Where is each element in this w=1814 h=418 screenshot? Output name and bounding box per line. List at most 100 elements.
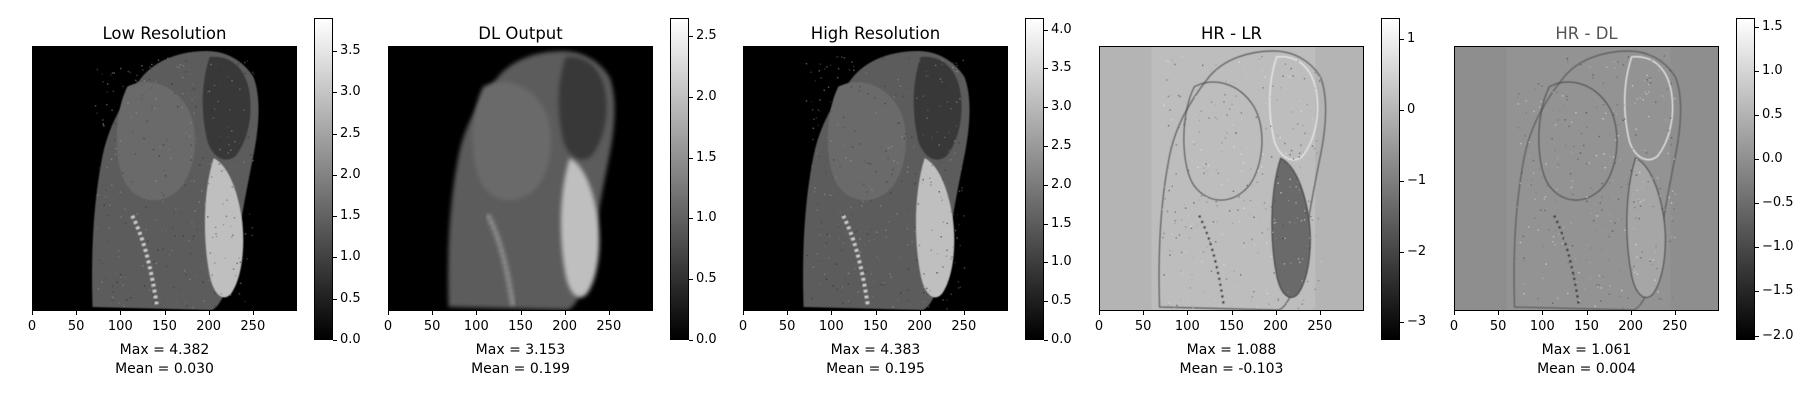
max-stat: Max = 4.383 — [830, 342, 921, 358]
colorbar-tick-mark — [1044, 184, 1048, 186]
x-tick-label: 200 — [1618, 319, 1644, 334]
colorbar-tick-label: 0 — [1407, 102, 1416, 117]
colorbar-tick-mark — [1044, 146, 1048, 148]
x-tick-label: 100 — [818, 319, 844, 334]
max-stat: Max = 1.088 — [1186, 342, 1277, 358]
x-tick-mark — [1586, 311, 1588, 315]
scan-anatomy — [1513, 50, 1682, 310]
subplot-4: HR - LR 0 50 100 150 200 250 −3 −2 −1 0 1 Max = 1.08… — [1095, 0, 1461, 418]
x-tick-label: 50 — [67, 319, 85, 334]
chest-region — [558, 56, 607, 160]
colorbar-tick-label: 2.0 — [340, 166, 361, 182]
colorbar-tick-mark — [333, 298, 337, 300]
x-tick-mark — [1542, 311, 1544, 315]
x-tick-label: 50 — [423, 319, 441, 334]
x-tick-label: 100 — [463, 319, 489, 334]
x-tick-label: 0 — [383, 319, 393, 334]
colorbar-tick-mark — [333, 257, 337, 259]
spine — [130, 214, 160, 308]
x-tick-label: 200 — [907, 319, 933, 334]
colorbar-tick-mark — [333, 92, 337, 94]
colorbar-tick-label: −3 — [1407, 314, 1427, 330]
spine — [486, 214, 516, 308]
x-tick-label: 150 — [1574, 319, 1599, 334]
x-tick-mark — [476, 311, 478, 315]
x-tick-label: 150 — [508, 319, 533, 334]
x-tick-label: 50 — [1489, 319, 1507, 334]
colorbar-tick-mark — [689, 218, 693, 220]
head-outline — [1183, 81, 1263, 201]
colorbar-tick-mark — [1044, 301, 1048, 303]
head-region — [827, 82, 906, 201]
max-stat: Max = 3.153 — [475, 342, 566, 358]
colorbar-tick-label: 1 — [1407, 31, 1416, 47]
x-tick-mark — [1187, 311, 1189, 315]
subplot-title: HR - DL — [1555, 24, 1618, 43]
x-tick-label: 0 — [1449, 319, 1459, 334]
x-tick-label: 200 — [1263, 319, 1289, 334]
subplot-2: DL Output 0 50 100 150 200 250 0.0 0.5 1.0 1.5 2.0 2… — [384, 0, 750, 418]
bright-organ — [915, 158, 955, 298]
mean-stat: Mean = 0.004 — [1537, 361, 1636, 377]
x-tick-label: 0 — [1094, 319, 1104, 334]
colorbar-tick-label: 2.0 — [1051, 176, 1072, 192]
colorbar-tick-mark — [333, 51, 337, 53]
colorbar — [1025, 18, 1044, 340]
bright-organ — [560, 158, 600, 298]
colorbar-tick-mark — [1044, 68, 1048, 70]
colorbar-tick-label: 1.0 — [340, 249, 361, 265]
colorbar-tick-mark — [1044, 340, 1048, 341]
colorbar-tick-mark — [1755, 70, 1759, 72]
colorbar-tick-mark — [1755, 26, 1759, 28]
colorbar-tick-label: 0.0 — [696, 332, 717, 347]
subplot-title: High Resolution — [810, 24, 941, 43]
x-tick-mark — [831, 311, 833, 315]
colorbar-tick-label: 0.5 — [1051, 293, 1072, 309]
colorbar-tick-label: 1.0 — [1051, 254, 1072, 270]
colorbar-tick-label: 0.0 — [1762, 151, 1783, 167]
x-tick-mark — [1454, 311, 1455, 315]
subplot-title: DL Output — [478, 24, 563, 43]
colorbar-tick-label: 0.5 — [340, 290, 361, 306]
colorbar — [670, 18, 689, 340]
chest-region — [913, 56, 962, 160]
x-tick-mark — [1231, 311, 1233, 315]
mean-stat: Mean = 0.199 — [471, 361, 570, 377]
scan-anatomy — [1158, 50, 1327, 310]
chest-outline — [1269, 56, 1319, 161]
chest-region — [202, 56, 251, 160]
subplot-title: Low Resolution — [102, 24, 227, 43]
x-tick-mark — [875, 311, 877, 315]
x-tick-mark — [963, 311, 965, 315]
x-tick-mark — [208, 311, 210, 315]
colorbar — [1381, 18, 1400, 340]
colorbar-tick-mark — [1755, 291, 1759, 293]
x-tick-mark — [564, 311, 566, 315]
colorbar-tick-label: 1.0 — [1762, 62, 1783, 78]
x-tick-mark — [919, 311, 921, 315]
subplot-title: HR - LR — [1201, 24, 1262, 43]
colorbar-tick-label: 1.5 — [696, 149, 717, 165]
x-tick-mark — [608, 311, 610, 315]
x-tick-label: 150 — [1219, 319, 1244, 334]
colorbar-tick-mark — [1755, 203, 1759, 205]
x-tick-mark — [76, 311, 78, 315]
x-tick-mark — [1275, 311, 1277, 315]
x-tick-mark — [252, 311, 254, 315]
x-tick-mark — [32, 311, 33, 315]
chest-outline — [1624, 56, 1674, 161]
colorbar-tick-mark — [1400, 180, 1404, 182]
colorbar-tick-mark — [1755, 247, 1759, 249]
colorbar-tick-label: 3.0 — [340, 84, 361, 100]
spine-outline — [1553, 215, 1581, 308]
colorbar-tick-label: 0.0 — [1051, 332, 1072, 347]
colorbar-tick-label: −1.5 — [1762, 283, 1794, 299]
scan-anatomy — [448, 50, 615, 310]
x-tick-mark — [1630, 311, 1632, 315]
x-tick-label: 200 — [196, 319, 222, 334]
colorbar-tick-label: −2.0 — [1762, 327, 1794, 343]
colorbar-tick-label: 2.5 — [696, 28, 717, 44]
spine — [841, 214, 871, 308]
x-tick-mark — [1319, 311, 1321, 315]
image-axes — [743, 46, 1008, 311]
